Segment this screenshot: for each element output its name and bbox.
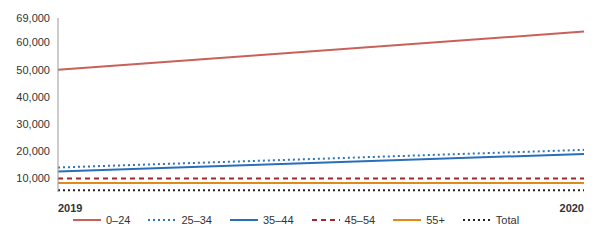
- html-text:25–34: 25–34: [181, 214, 212, 226]
- svg-text:2020: 2020: [560, 202, 584, 214]
- svg-text:60,000: 60,000: [16, 36, 50, 48]
- svg-text:2019: 2019: [58, 202, 82, 214]
- html-text:45–54: 45–54: [344, 214, 376, 226]
- html-text:35–44: 35–44: [263, 214, 294, 226]
- html-text:0–24: 0–24: [105, 214, 131, 226]
- svg-text:40,000: 40,000: [16, 91, 50, 103]
- svg-text:69,000: 69,000: [16, 12, 50, 24]
- html-text:55+: 55+: [426, 214, 445, 226]
- svg-text:50,000: 50,000: [16, 64, 50, 76]
- svg-text:20,000: 20,000: [16, 145, 50, 157]
- html-text:Total: Total: [495, 214, 520, 226]
- svg-text:10,000: 10,000: [16, 172, 50, 184]
- svg-text:30,000: 30,000: [16, 118, 50, 130]
